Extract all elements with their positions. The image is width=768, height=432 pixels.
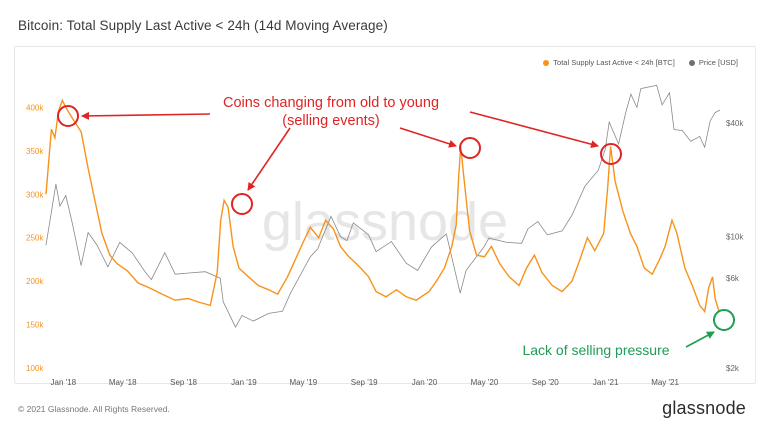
x-tick-label: May '19 xyxy=(289,378,317,387)
y-axis-left: 100k 150k 200k 250k 300k 350k 400k xyxy=(26,103,44,373)
legend-swatch-supply xyxy=(543,59,550,66)
highlight-circle-peak-2018 xyxy=(57,105,79,127)
arrow-to-peak-2020 xyxy=(399,127,457,148)
y-left-tick-label: 350k xyxy=(26,147,44,156)
y-axis-right: $2k $6k $10k $40k xyxy=(726,119,744,373)
y-right-tick-label: $10k xyxy=(726,232,744,241)
y-left-tick-label: 250k xyxy=(26,234,44,243)
y-right-tick-label: $2k xyxy=(726,364,740,373)
x-tick-label: Jan '18 xyxy=(51,378,77,387)
y-left-tick-label: 400k xyxy=(26,103,44,112)
legend-label-price: Price [USD] xyxy=(698,58,738,67)
x-tick-label: Jan '21 xyxy=(593,378,619,387)
watermark-text: glassnode xyxy=(262,192,508,252)
y-left-tick-label: 300k xyxy=(26,190,44,199)
y-right-tick-label: $40k xyxy=(726,119,744,128)
annotation-selling-line2: (selling events) xyxy=(282,113,380,129)
series-line-supply xyxy=(45,98,720,314)
x-tick-label: Sep '18 xyxy=(170,378,197,387)
arrow-to-peak-2021 xyxy=(469,111,599,149)
legend-item-price[interactable]: Price [USD] xyxy=(688,58,738,67)
y-right-tick-label: $6k xyxy=(726,274,740,283)
y-left-tick-label: 200k xyxy=(26,277,44,286)
highlight-circle-low xyxy=(713,309,735,331)
footer-logo: glassnode xyxy=(662,398,746,418)
highlight-circle-peak-2020 xyxy=(459,137,481,159)
highlight-circle-peak-2021 xyxy=(600,143,622,165)
arrow-to-peak-2018 xyxy=(81,111,211,120)
legend-item-supply[interactable]: Total Supply Last Active < 24h [BTC] xyxy=(543,58,675,67)
chart-legend: Total Supply Last Active < 24h [BTC] Pri… xyxy=(543,58,738,67)
footer-copyright: © 2021 Glassnode. All Rights Reserved. xyxy=(18,404,170,414)
x-tick-label: May '21 xyxy=(651,378,679,387)
x-axis: Jan '18 May '18 Sep '18 Jan '19 May '19 Sep '… xyxy=(51,378,680,387)
legend-label-supply: Total Supply Last Active < 24h [BTC] xyxy=(553,58,675,67)
y-left-tick-label: 150k xyxy=(26,321,44,330)
series-line-price xyxy=(45,84,721,328)
chart-frame xyxy=(14,46,756,384)
chart-title: Bitcoin: Total Supply Last Active < 24h … xyxy=(18,18,388,33)
highlight-circle-peak-2019 xyxy=(231,193,253,215)
arrow-to-low xyxy=(685,331,715,348)
x-tick-label: Sep '20 xyxy=(532,378,559,387)
x-tick-label: Jan '19 xyxy=(231,378,257,387)
arrow-to-peak-2019 xyxy=(247,127,291,191)
annotation-selling-line1: Coins changing from old to young xyxy=(223,95,439,111)
x-tick-label: Jan '20 xyxy=(412,378,438,387)
legend-swatch-price xyxy=(688,59,695,66)
x-tick-label: May '18 xyxy=(109,378,137,387)
x-tick-label: Sep '19 xyxy=(351,378,378,387)
annotation-low-selling: Lack of selling pressure xyxy=(522,342,669,358)
y-left-tick-label: 100k xyxy=(26,364,44,373)
x-tick-label: May '20 xyxy=(471,378,499,387)
